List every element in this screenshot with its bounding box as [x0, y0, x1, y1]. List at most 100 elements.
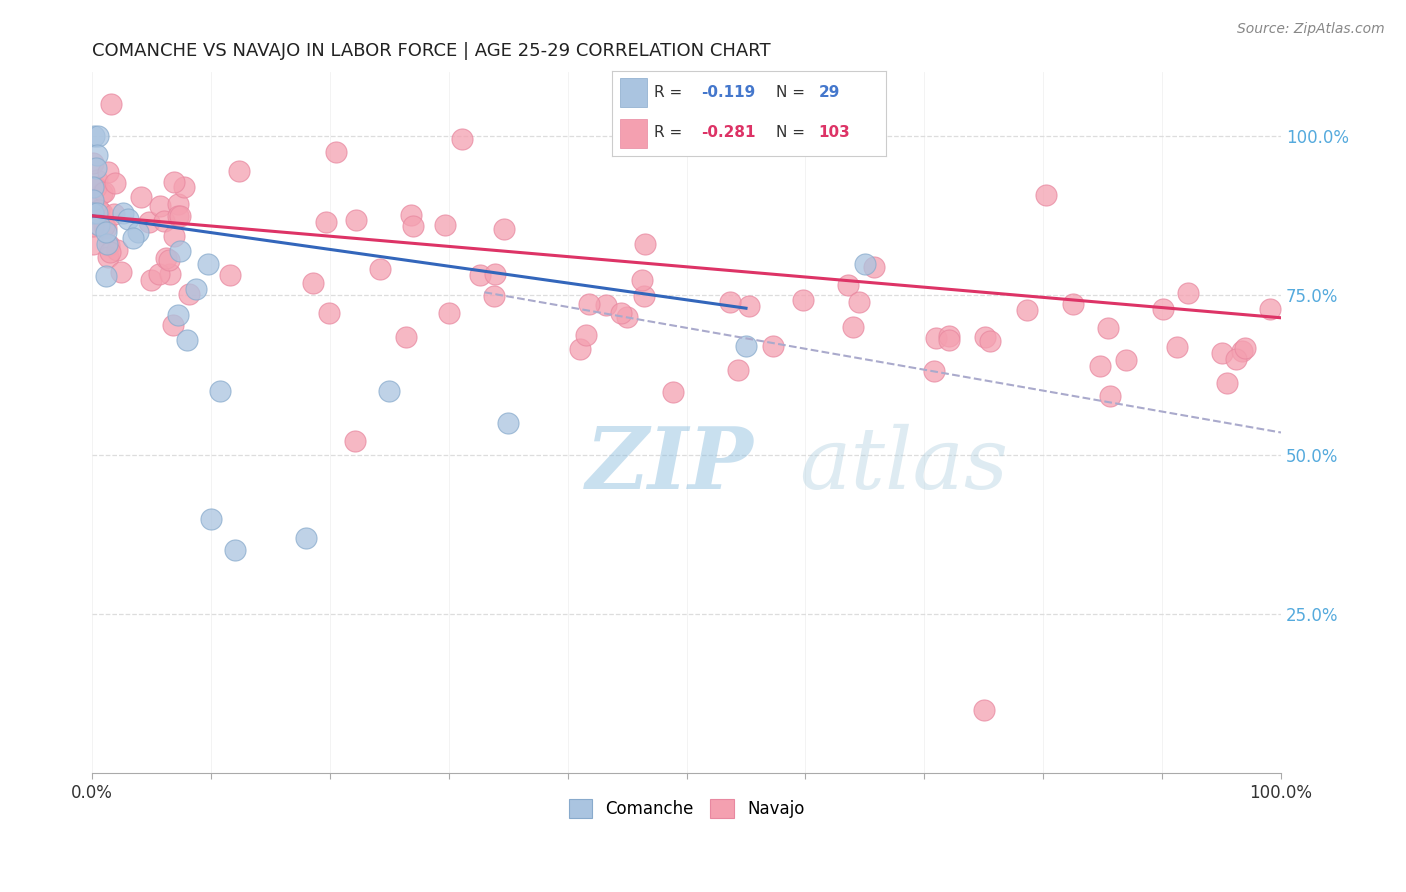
Text: N =: N =: [776, 85, 810, 100]
Point: [938, 333, 960, 347]
Point: [93, 219, 115, 233]
Point: [468, 268, 491, 283]
Point: [129, 190, 152, 204]
Point: [1211, 345, 1233, 359]
Point: [148, 268, 170, 282]
Point: [1035, 188, 1057, 202]
Text: R =: R =: [654, 85, 688, 100]
Point: [863, 260, 886, 274]
Point: [568, 343, 591, 357]
Point: [87, 129, 110, 144]
Point: [496, 416, 519, 430]
Point: [96, 237, 118, 252]
Point: [82, 237, 104, 252]
Point: [595, 298, 617, 312]
Point: [90, 186, 112, 201]
Point: [173, 180, 195, 194]
Point: [87, 219, 110, 233]
Text: R =: R =: [654, 125, 688, 140]
Point: [169, 209, 191, 223]
Point: [82, 193, 104, 207]
Point: [853, 257, 876, 271]
Point: [402, 219, 425, 233]
Point: [84, 180, 107, 194]
Point: [166, 308, 188, 322]
Point: [633, 289, 655, 303]
Point: [98, 238, 121, 252]
Point: [104, 176, 127, 190]
Point: [610, 305, 633, 319]
Point: [82, 194, 104, 209]
Point: [197, 257, 219, 271]
Point: [434, 218, 457, 232]
Point: [762, 339, 785, 353]
Point: [103, 207, 125, 221]
Point: [368, 261, 391, 276]
Point: [82, 205, 104, 219]
Point: [482, 289, 505, 303]
Point: [91, 206, 114, 220]
Point: [167, 197, 190, 211]
Point: [1098, 389, 1121, 403]
Point: [727, 363, 749, 377]
Point: [98, 245, 121, 260]
Point: [208, 384, 231, 398]
Point: [735, 339, 758, 353]
Point: [344, 213, 367, 227]
Point: [662, 385, 685, 400]
Text: ZIP: ZIP: [585, 423, 754, 507]
Point: [1230, 343, 1253, 358]
Point: [141, 273, 163, 287]
Point: [97, 250, 120, 264]
Point: [94, 225, 117, 239]
Point: [1216, 376, 1239, 390]
Point: [86, 173, 108, 187]
Point: [1088, 359, 1111, 374]
Point: [1225, 352, 1247, 367]
Point: [484, 267, 506, 281]
Bar: [620, 119, 647, 147]
Point: [718, 294, 741, 309]
Point: [121, 231, 143, 245]
Point: [1115, 353, 1137, 368]
Point: [186, 282, 208, 296]
Point: [159, 268, 181, 282]
Point: [1062, 297, 1084, 311]
Point: [82, 156, 104, 170]
Point: [575, 328, 598, 343]
Point: [616, 310, 638, 325]
Point: [117, 212, 139, 227]
Point: [1177, 286, 1199, 301]
Point: [110, 265, 132, 279]
Point: [631, 273, 654, 287]
Point: [578, 296, 600, 310]
Point: [634, 236, 657, 251]
Text: COMANCHE VS NAVAJO IN LABOR FORCE | AGE 25-29 CORRELATION CHART: COMANCHE VS NAVAJO IN LABOR FORCE | AGE …: [93, 42, 770, 60]
Point: [792, 293, 814, 308]
Point: [925, 331, 948, 345]
Point: [97, 165, 120, 179]
Point: [127, 225, 149, 239]
Point: [378, 384, 401, 398]
Point: [295, 531, 318, 545]
Point: [138, 215, 160, 229]
Point: [1017, 302, 1039, 317]
Point: [979, 334, 1001, 348]
Point: [219, 268, 242, 282]
Point: [451, 131, 474, 145]
Point: [149, 199, 172, 213]
Point: [157, 253, 180, 268]
Text: 29: 29: [818, 85, 839, 100]
Point: [200, 511, 222, 525]
Point: [437, 306, 460, 320]
Point: [224, 543, 246, 558]
Point: [179, 287, 201, 301]
Point: [87, 203, 110, 218]
Text: Source: ZipAtlas.com: Source: ZipAtlas.com: [1237, 22, 1385, 37]
Legend: Comanche, Navajo: Comanche, Navajo: [562, 792, 811, 825]
Point: [228, 164, 250, 178]
Point: [1152, 301, 1174, 316]
Point: [105, 244, 128, 258]
Point: [318, 306, 340, 320]
Point: [163, 175, 186, 189]
